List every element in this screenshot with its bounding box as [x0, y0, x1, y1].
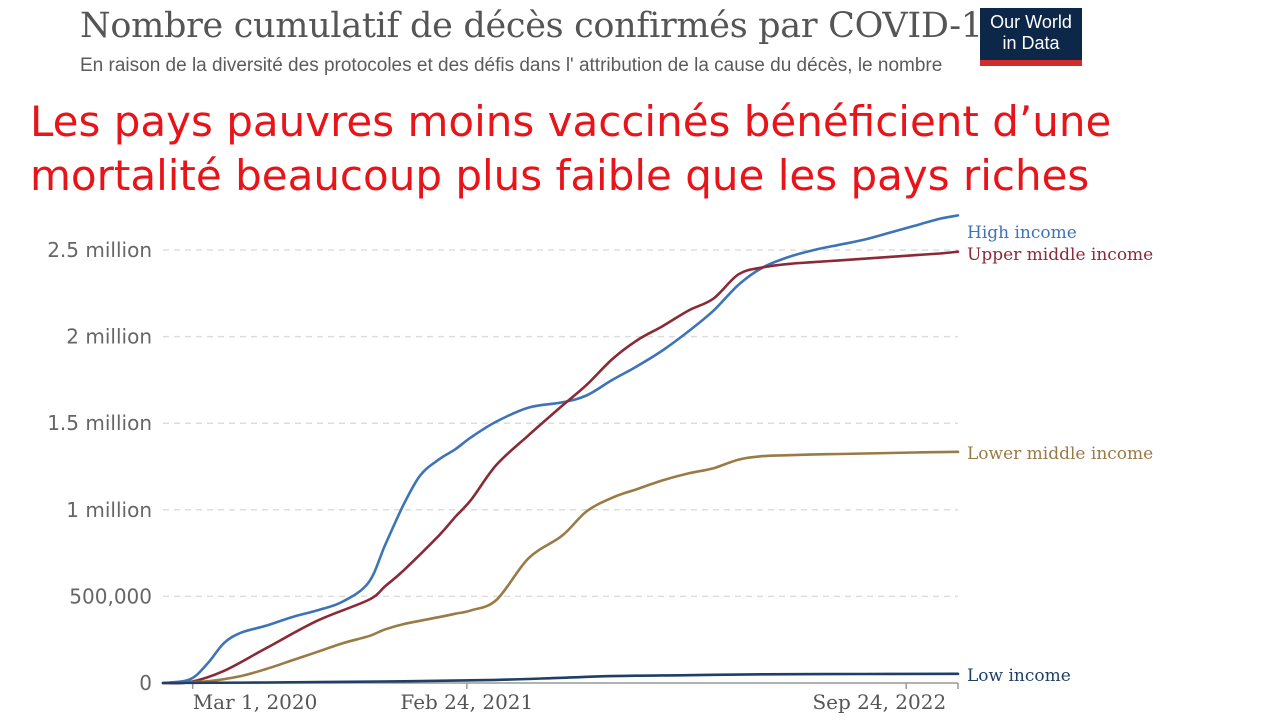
series-line-lower-middle[interactable]: [161, 450, 960, 685]
chart-title: Nombre cumulatif de décès confirmés par …: [80, 6, 1005, 46]
series-line-upper-middle[interactable]: [161, 250, 960, 685]
x-tick-label: Feb 24, 2021: [400, 690, 533, 714]
series-layer: [161, 214, 960, 685]
headline-annotation: Les pays pauvres moins vaccinés bénéfici…: [30, 95, 1230, 203]
owid-logo[interactable]: Our World in Data: [980, 8, 1082, 66]
y-tick-label: 1 million: [66, 498, 152, 522]
y-tick-label: 2.5 million: [47, 238, 152, 262]
series-line-low[interactable]: [161, 672, 960, 685]
grid-layer: [163, 249, 958, 684]
logo-line-1: Our World: [990, 12, 1072, 32]
series-label-high: High income: [967, 223, 1077, 243]
y-tick-label: 500,000: [69, 584, 152, 608]
chart-subtitle: En raison de la diversité des protocoles…: [80, 55, 943, 76]
logo-line-2: in Data: [1002, 33, 1060, 53]
series-label-low: Low income: [967, 666, 1071, 686]
y-axis: 0 500,000 1 million 1.5 million 2 million 2.5…: [47, 238, 152, 695]
x-axis: Mar 1, 2020 Feb 24, 2021 Sep 24, 2022: [191, 683, 959, 714]
series-line-high[interactable]: [161, 214, 960, 685]
x-tick-label: Sep 24, 2022: [812, 690, 946, 714]
x-tick-label: Mar 1, 2020: [193, 690, 318, 714]
series-label-upper-middle: Upper middle income: [967, 245, 1153, 265]
y-tick-label: 1.5 million: [47, 411, 152, 435]
y-tick-label: 0: [139, 671, 152, 695]
series-label-lower-middle: Lower middle income: [967, 444, 1153, 464]
y-tick-label: 2 million: [66, 325, 152, 349]
